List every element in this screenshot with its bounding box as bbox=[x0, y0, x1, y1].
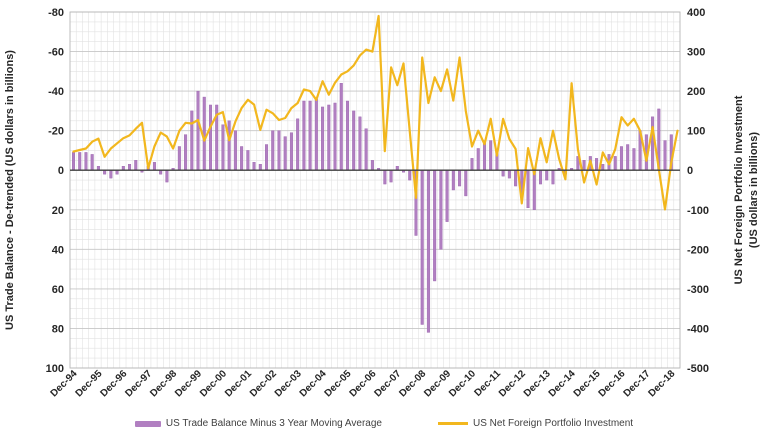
svg-text:-20: -20 bbox=[48, 126, 64, 138]
right-axis-tick-labels: 400 300 200 100 0 -100 -200 -300 -400 -500 bbox=[687, 7, 709, 375]
svg-text:Dec-03: Dec-03 bbox=[273, 368, 304, 399]
bar-series-swatch bbox=[134, 420, 161, 427]
svg-text:Dec-16: Dec-16 bbox=[597, 368, 628, 399]
svg-text:Dec-15: Dec-15 bbox=[572, 368, 603, 399]
svg-text:60: 60 bbox=[52, 284, 64, 296]
left-axis-tick-labels: -80 -60 -40 -20 0 20 40 60 80 100 bbox=[46, 7, 64, 375]
svg-text:Dec-95: Dec-95 bbox=[74, 368, 105, 399]
svg-text:Dec-14: Dec-14 bbox=[547, 368, 578, 399]
axes bbox=[69, 11, 681, 369]
svg-text:Dec-13: Dec-13 bbox=[522, 368, 553, 399]
svg-text:100: 100 bbox=[46, 363, 64, 375]
nfpi-line bbox=[72, 14, 679, 211]
svg-text:80: 80 bbox=[52, 323, 64, 335]
svg-text:40: 40 bbox=[52, 244, 64, 256]
svg-text:Dec-18: Dec-18 bbox=[646, 368, 677, 399]
svg-text:Dec-96: Dec-96 bbox=[98, 368, 129, 399]
legend-label-nfpi: US Net Foreign Portfolio Investment bbox=[472, 418, 634, 429]
svg-text:-500: -500 bbox=[687, 363, 709, 375]
svg-text:0: 0 bbox=[58, 165, 64, 177]
svg-text:Dec-09: Dec-09 bbox=[422, 368, 453, 399]
svg-text:20: 20 bbox=[52, 205, 64, 217]
legend-item-trade-balance: US Trade Balance Minus 3 Year Moving Ave… bbox=[134, 418, 382, 429]
svg-text:400: 400 bbox=[687, 7, 705, 19]
svg-text:Dec-17: Dec-17 bbox=[622, 368, 653, 399]
svg-text:Dec-98: Dec-98 bbox=[148, 368, 179, 399]
svg-text:Dec-05: Dec-05 bbox=[323, 368, 354, 399]
svg-text:Dec-00: Dec-00 bbox=[198, 368, 229, 399]
svg-text:Dec-08: Dec-08 bbox=[397, 368, 428, 399]
line-series-swatch bbox=[437, 422, 468, 425]
svg-text:100: 100 bbox=[687, 126, 705, 138]
svg-text:-200: -200 bbox=[687, 244, 709, 256]
legend-label-trade-balance: US Trade Balance Minus 3 Year Moving Ave… bbox=[165, 418, 382, 429]
svg-text:0: 0 bbox=[687, 165, 693, 177]
svg-text:200: 200 bbox=[687, 86, 705, 98]
svg-text:Dec-04: Dec-04 bbox=[298, 368, 329, 399]
svg-text:-60: -60 bbox=[48, 47, 64, 59]
left-axis-title: US Trade Balance - De-trended (US dollar… bbox=[4, 50, 16, 330]
svg-text:-80: -80 bbox=[48, 7, 64, 19]
svg-text:-300: -300 bbox=[687, 284, 709, 296]
right-axis-title-line1: US Net Foreign Portfolio Investment bbox=[733, 95, 745, 284]
legend: US Trade Balance Minus 3 Year Moving Ave… bbox=[0, 418, 768, 429]
legend-item-nfpi: US Net Foreign Portfolio Investment bbox=[437, 418, 634, 429]
right-axis-title-line2: (US dollars in billions) bbox=[748, 132, 760, 248]
svg-text:Dec-01: Dec-01 bbox=[223, 368, 254, 399]
svg-text:-400: -400 bbox=[687, 323, 709, 335]
svg-text:-100: -100 bbox=[687, 205, 709, 217]
svg-text:Dec-12: Dec-12 bbox=[497, 368, 528, 399]
svg-text:Dec-10: Dec-10 bbox=[447, 368, 478, 399]
svg-text:-40: -40 bbox=[48, 86, 64, 98]
gridlines bbox=[69, 11, 681, 369]
x-axis-tick-labels: Dec-94Dec-95Dec-96Dec-97Dec-98Dec-99Dec-… bbox=[49, 368, 678, 399]
svg-text:Dec-07: Dec-07 bbox=[372, 368, 403, 399]
svg-text:Dec-06: Dec-06 bbox=[348, 368, 379, 399]
svg-text:Dec-97: Dec-97 bbox=[123, 368, 154, 399]
svg-text:Dec-02: Dec-02 bbox=[248, 368, 279, 399]
svg-text:300: 300 bbox=[687, 47, 705, 59]
svg-text:Dec-99: Dec-99 bbox=[173, 368, 204, 399]
